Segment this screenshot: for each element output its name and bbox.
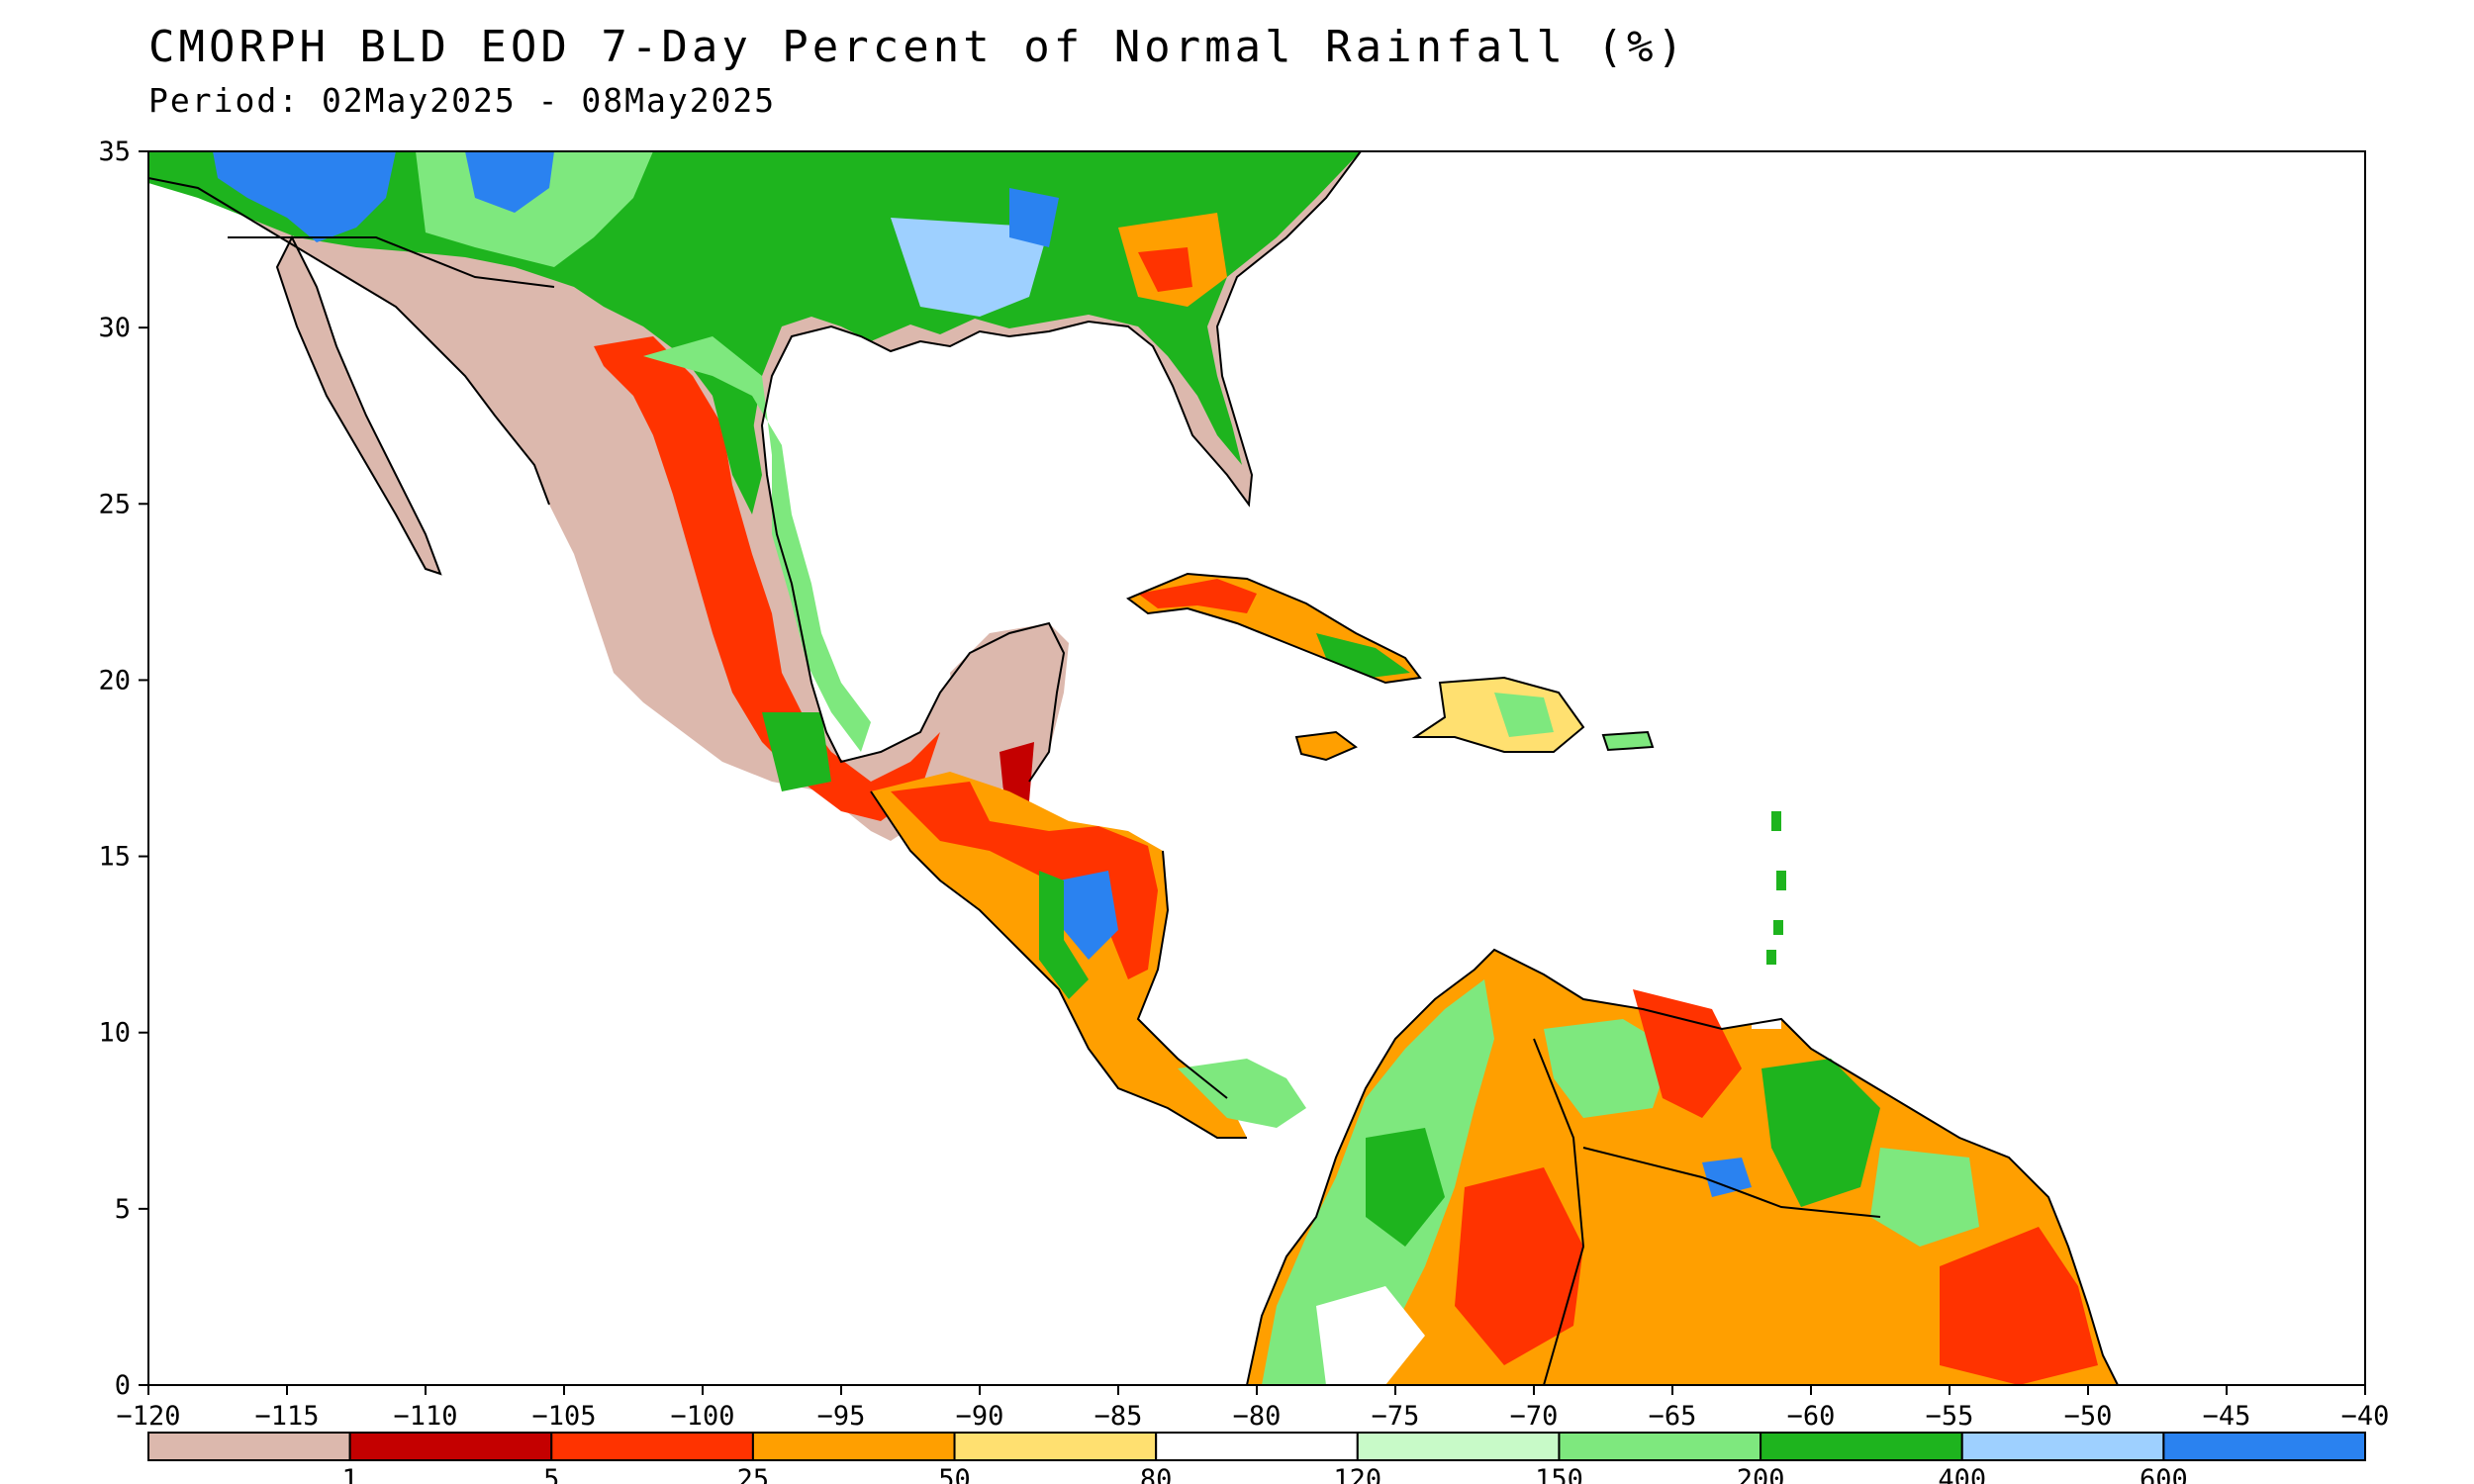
colorbar-label: 5 bbox=[543, 1464, 559, 1484]
y-tick-label: 5 bbox=[115, 1194, 131, 1225]
wet-band-mexico-gulf bbox=[643, 336, 871, 752]
land-baja bbox=[277, 237, 440, 574]
y-axis: 0 5 10 15 20 25 30 35 bbox=[98, 137, 148, 1401]
colorbar: 1 5 25 50 80 120 150 200 400 600 bbox=[147, 1432, 2366, 1484]
colorbar-label: 120 bbox=[1333, 1464, 1381, 1484]
colorbar-label: 400 bbox=[1938, 1464, 1986, 1484]
x-tick-label: −45 bbox=[2203, 1401, 2251, 1432]
colorbar-swatch bbox=[1356, 1432, 1561, 1461]
colorbar-label: 50 bbox=[938, 1464, 971, 1484]
wet-green-veracruz bbox=[762, 712, 831, 791]
x-tick-label: −110 bbox=[393, 1401, 457, 1432]
very-wet-blue-mid bbox=[465, 151, 554, 213]
dry-red-yucatan bbox=[999, 742, 1034, 801]
colorbar-swatch bbox=[1558, 1432, 1762, 1461]
x-tick-label: −100 bbox=[670, 1401, 734, 1432]
colorbar-label: 1 bbox=[342, 1464, 358, 1484]
x-tick-label: −60 bbox=[1787, 1401, 1836, 1432]
map-title: CMORPH BLD EOD 7-Day Percent of Normal R… bbox=[148, 22, 1688, 72]
x-tick-label: −90 bbox=[956, 1401, 1004, 1432]
y-tick-label: 25 bbox=[98, 489, 131, 519]
colorbar-swatch bbox=[1960, 1432, 2165, 1461]
colorbar-swatch bbox=[1760, 1432, 1963, 1461]
land-puerto-rico bbox=[1603, 732, 1653, 750]
x-tick-label: −115 bbox=[254, 1401, 319, 1432]
colorbar-swatch bbox=[1155, 1432, 1359, 1461]
colorbar-label: 150 bbox=[1535, 1464, 1583, 1484]
colorbar-swatch bbox=[348, 1432, 553, 1461]
wet-light-green-guiana bbox=[1870, 1148, 1979, 1247]
wet-green-cuba-east bbox=[1316, 633, 1410, 678]
dry-red-venezuela bbox=[1633, 989, 1742, 1118]
dry-red-southeast bbox=[1138, 247, 1192, 292]
wet-green-honduras bbox=[1039, 871, 1089, 999]
colorbar-swatch bbox=[2162, 1432, 2366, 1461]
y-tick-label: 20 bbox=[98, 665, 131, 696]
land-trinidad bbox=[1752, 1004, 1781, 1029]
x-tick-label: −80 bbox=[1233, 1401, 1282, 1432]
wet-green-colombia-patches bbox=[1366, 1128, 1445, 1247]
wet-green-mexico-gulf bbox=[713, 396, 762, 514]
dry-red-brazil-northeast bbox=[1940, 1227, 2098, 1385]
colorbar-label: 25 bbox=[737, 1464, 770, 1484]
x-tick-label: −40 bbox=[2341, 1401, 2390, 1432]
x-tick-label: −55 bbox=[1926, 1401, 1974, 1432]
wet-green-venezuela bbox=[1544, 1019, 1672, 1118]
dry-red-cuba bbox=[1138, 579, 1257, 613]
colorbar-swatch bbox=[953, 1432, 1158, 1461]
dry-red-central-america bbox=[891, 782, 1158, 979]
x-tick-label: −85 bbox=[1094, 1401, 1143, 1432]
wet-green-panama bbox=[1178, 1059, 1306, 1128]
y-tick-label: 30 bbox=[98, 313, 131, 343]
very-wet-blue-north bbox=[213, 151, 396, 242]
colorbar-swatch bbox=[147, 1432, 351, 1461]
coastlines bbox=[148, 151, 2119, 1385]
wet-green-guyana bbox=[1761, 1059, 1880, 1207]
colorbar-label: 80 bbox=[1140, 1464, 1173, 1484]
y-tick-label: 35 bbox=[98, 137, 131, 167]
y-tick-label: 15 bbox=[98, 842, 131, 873]
dry-red-amazon bbox=[1455, 1167, 1583, 1365]
land-yucatan bbox=[950, 623, 1069, 782]
colorbar-label: 600 bbox=[2140, 1464, 2188, 1484]
dry-band-mexico-east bbox=[594, 336, 940, 821]
wet-blue-east bbox=[891, 218, 1049, 317]
wet-blue-honduras bbox=[1059, 871, 1118, 960]
x-tick-label: −65 bbox=[1649, 1401, 1697, 1432]
x-axis: −120 −115 −110 −105 −100 −95 −90 −85 −80 −75 −70 −6… bbox=[116, 1385, 2389, 1432]
normal-white-colombia bbox=[1316, 1286, 1425, 1385]
y-tick-label: 0 bbox=[115, 1370, 131, 1401]
wet-blue-east-2 bbox=[1009, 188, 1059, 247]
wet-green-hispaniola bbox=[1494, 693, 1554, 737]
map-period: Period: 02May2025 - 08May2025 bbox=[148, 81, 777, 120]
x-tick-label: −105 bbox=[531, 1401, 596, 1432]
x-tick-label: −120 bbox=[116, 1401, 180, 1432]
x-tick-label: −50 bbox=[2064, 1401, 2113, 1432]
colorbar-swatch bbox=[751, 1432, 956, 1461]
map-land-layer bbox=[148, 151, 2118, 1385]
x-tick-label: −75 bbox=[1372, 1401, 1420, 1432]
x-tick-label: −95 bbox=[817, 1401, 866, 1432]
colorbar-label: 200 bbox=[1737, 1464, 1785, 1484]
y-tick-label: 10 bbox=[98, 1018, 131, 1049]
land-lesser-antilles bbox=[1766, 811, 1786, 965]
wet-blue-patch-sa bbox=[1702, 1158, 1752, 1197]
x-tick-label: −70 bbox=[1510, 1401, 1559, 1432]
colorbar-swatch bbox=[550, 1432, 754, 1461]
